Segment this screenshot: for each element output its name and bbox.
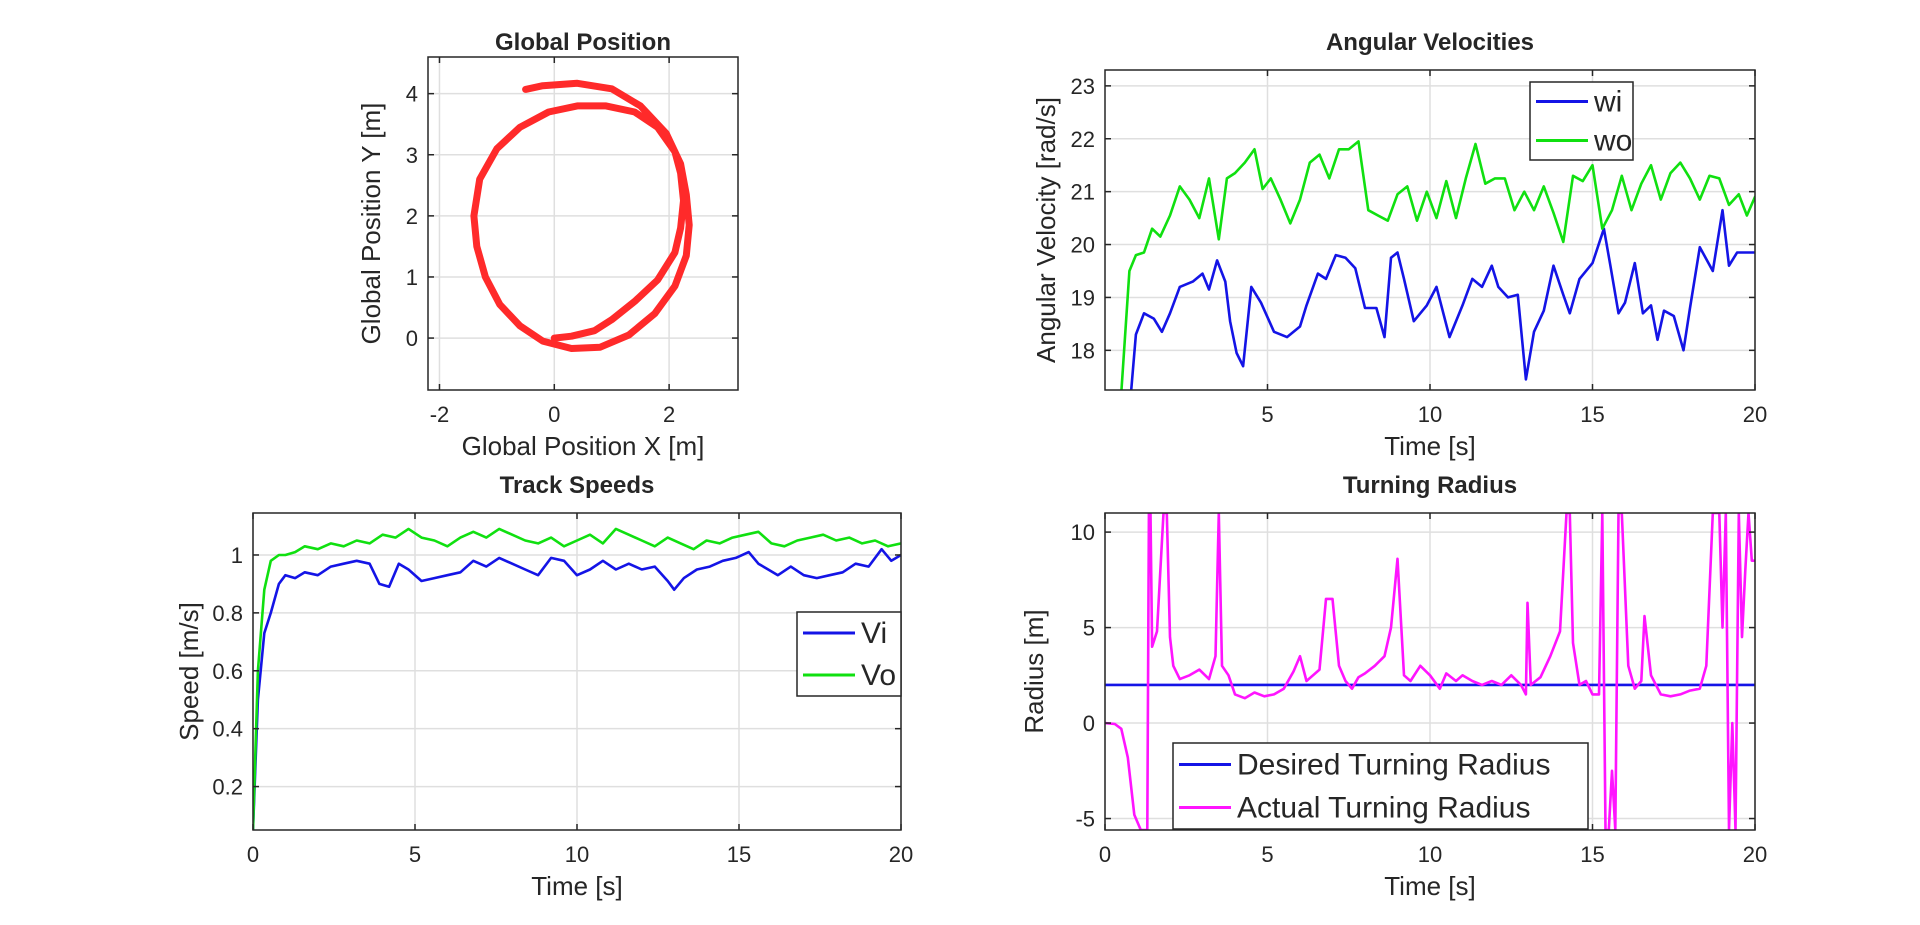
chart-title: Turning Radius xyxy=(1343,472,1517,499)
x-tick-label: 10 xyxy=(1418,842,1442,867)
x-tick-label: 20 xyxy=(889,842,913,867)
y-tick-label: 10 xyxy=(1071,520,1095,545)
x-tick-label: 15 xyxy=(1580,842,1604,867)
series-line-vo xyxy=(253,527,901,830)
y-tick-label: 1 xyxy=(231,543,243,568)
x-axis-label: Time [s] xyxy=(1384,431,1475,461)
axes-box xyxy=(427,56,739,391)
x-tick-label: 10 xyxy=(565,842,589,867)
x-tick-label: 2 xyxy=(663,402,675,427)
y-tick-label: 0.6 xyxy=(212,659,243,684)
x-tick-label: 0 xyxy=(247,842,259,867)
x-tick-label: 5 xyxy=(1261,402,1273,427)
legend-box xyxy=(796,611,902,697)
track-speeds-chart: 0 5 10 15 20 0.2 0.4 0.6 0.8 1 Track Speeds Time [s… xyxy=(174,472,913,901)
y-tick-label: 0.2 xyxy=(212,775,243,800)
x-tick-label: 20 xyxy=(1743,402,1767,427)
legend-label: wo xyxy=(1593,125,1632,158)
legend-label: Vo xyxy=(861,659,896,692)
y-axis-label: Angular Velocity [rad/s] xyxy=(1031,97,1061,363)
y-tick-label: 1 xyxy=(406,265,418,290)
x-tick-label: 15 xyxy=(727,842,751,867)
chart-title: Global Position xyxy=(495,29,671,56)
legend: Desired Turning Radius Actual Turning Rad… xyxy=(1172,742,1589,830)
legend-box xyxy=(1172,742,1589,830)
x-tick-label: 5 xyxy=(1261,842,1273,867)
y-tick-label: 22 xyxy=(1071,127,1095,152)
y-tick-label: 20 xyxy=(1071,233,1095,258)
x-tick-label: 0 xyxy=(548,402,560,427)
series-line-actual-turning-radius xyxy=(1105,513,1755,830)
x-tick-label: 0 xyxy=(1099,842,1111,867)
legend-label: Desired Turning Radius xyxy=(1237,749,1551,782)
x-tick-label: 20 xyxy=(1743,842,1767,867)
y-tick-label: 4 xyxy=(406,82,418,107)
x-axis-label: Global Position X [m] xyxy=(462,431,705,461)
y-tick-label: 2 xyxy=(406,204,418,229)
y-axis-label: Global Position Y [m] xyxy=(356,103,386,345)
y-tick-label: 21 xyxy=(1071,180,1095,205)
chart-title: Track Speeds xyxy=(500,472,655,499)
legend: wi wo xyxy=(1529,81,1634,161)
y-tick-label: 0.4 xyxy=(212,717,243,742)
legend-label: wi xyxy=(1593,86,1622,119)
y-tick-label: 19 xyxy=(1071,285,1095,310)
x-tick-label: 10 xyxy=(1418,402,1442,427)
series-line-wo xyxy=(1120,140,1755,390)
y-tick-label: 18 xyxy=(1071,338,1095,363)
angular-velocities-chart: 5 10 15 20 18 19 20 21 22 23 Angular Velocities Tim… xyxy=(1031,29,1767,461)
y-tick-label: 0.8 xyxy=(212,601,243,626)
legend: Vi Vo xyxy=(796,611,902,697)
x-axis-label: Time [s] xyxy=(531,871,622,901)
x-tick-label: 15 xyxy=(1580,402,1604,427)
x-tick-label: 5 xyxy=(409,842,421,867)
global-position-chart: -2 0 2 0 1 2 3 4 Global Position Global Position … xyxy=(356,29,739,461)
chart-title: Angular Velocities xyxy=(1326,29,1534,56)
x-axis-label: Time [s] xyxy=(1384,871,1475,901)
y-tick-label: 0 xyxy=(1083,711,1095,736)
legend-label: Actual Turning Radius xyxy=(1237,792,1531,825)
legend-box xyxy=(1529,81,1634,161)
y-tick-label: 3 xyxy=(406,143,418,168)
y-tick-label: 0 xyxy=(406,326,418,351)
y-tick-label: -5 xyxy=(1075,807,1095,832)
series-line-vi xyxy=(253,547,901,830)
y-axis-label: Speed [m/s] xyxy=(174,602,204,741)
x-tick-label: -2 xyxy=(430,402,450,427)
legend-label: Vi xyxy=(861,617,887,650)
y-axis-label: Radius [m] xyxy=(1019,609,1049,733)
series-line-0 xyxy=(470,79,693,352)
y-tick-label: 23 xyxy=(1071,74,1095,99)
y-tick-label: 5 xyxy=(1083,616,1095,641)
series-line-wi xyxy=(1129,208,1755,390)
